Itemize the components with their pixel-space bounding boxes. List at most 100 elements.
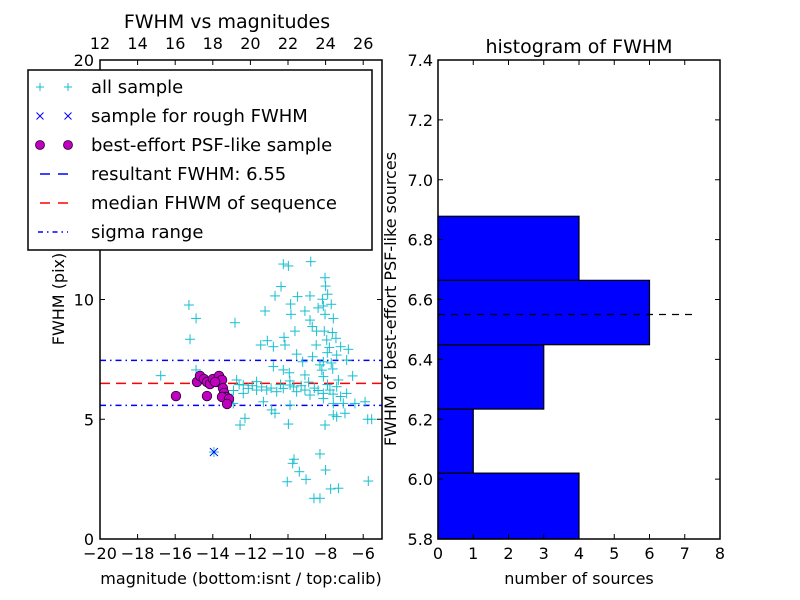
all-sample-point <box>238 388 249 399</box>
all-sample-point <box>331 381 342 392</box>
x-tick-label: 2 <box>503 544 513 563</box>
legend-item: sigma range <box>38 222 203 243</box>
histogram-x-axis-label: number of sources <box>504 569 654 588</box>
all-sample-point <box>279 332 290 343</box>
all-sample-point <box>338 398 349 409</box>
legend-frame <box>27 69 373 251</box>
all-sample-point <box>243 383 254 394</box>
all-sample-point <box>296 380 307 391</box>
x-tick-label: 4 <box>574 544 584 563</box>
all-sample-point <box>266 383 277 394</box>
all-sample-point <box>321 334 332 345</box>
all-sample-point <box>289 454 300 465</box>
legend-item: all sample <box>36 77 183 98</box>
histogram-data-layer <box>437 215 693 540</box>
legend-label: best-effort PSF-like sample <box>91 135 332 156</box>
all-sample-point <box>330 333 341 344</box>
y-tick-label: 20 <box>74 51 94 70</box>
all-sample-point <box>251 385 262 396</box>
psf-like-point <box>170 390 182 402</box>
all-sample-point <box>333 374 344 385</box>
all-sample-point <box>335 341 346 352</box>
y-tick-label: 6.2 <box>408 410 433 429</box>
histogram-bar <box>437 279 651 346</box>
top-tick-label: 26 <box>353 34 373 53</box>
histogram-plot: histogram of FWHM 0 1 2 3 4 5 6 7 8 5.8 6.0 6.2 6.4… <box>381 36 725 588</box>
all-sample-point <box>328 313 339 324</box>
all-sample-point <box>255 340 266 351</box>
y-tick-label: 0 <box>84 530 94 549</box>
histogram-y-ticks: 5.8 6.0 6.2 6.4 6.6 6.8 7.0 7.2 7.4 <box>408 51 720 549</box>
all-sample-point <box>228 385 239 396</box>
all-sample-point <box>322 347 333 358</box>
legend-circle-icon <box>35 140 45 150</box>
all-sample-point <box>292 291 303 302</box>
all-sample-point <box>291 349 302 360</box>
all-sample-point <box>268 361 279 372</box>
legend-label: sample for rough FWHM <box>91 106 308 127</box>
all-sample-point <box>299 369 310 380</box>
all-sample-point <box>301 474 312 485</box>
scatter-data-layer <box>100 256 382 504</box>
all-sample-point <box>349 398 360 409</box>
y-tick-label: 6.0 <box>408 470 433 489</box>
all-sample-point <box>313 385 324 396</box>
y-tick-label: 6.4 <box>408 350 433 369</box>
all-sample-point <box>285 400 296 411</box>
all-sample-point <box>343 344 354 355</box>
legend-circle-icon <box>63 140 73 150</box>
all-sample-point <box>316 365 327 376</box>
x-tick-label: −18 <box>121 544 155 563</box>
all-sample-point <box>191 313 202 324</box>
scatter-x-axis-label: magnitude (bottom:isnt / top:calib) <box>100 569 381 588</box>
psf-like-point <box>221 398 233 410</box>
all-sample-point <box>285 299 296 310</box>
scatter-x-ticks: −20 −18 −16 −14 −12 −10 −8 −6 <box>83 534 375 563</box>
all-sample-point <box>234 379 245 390</box>
legend-label: sigma range <box>91 222 203 243</box>
scatter-top-ticks: 12 14 16 18 20 22 24 26 <box>90 34 373 65</box>
all-sample-point <box>270 408 281 419</box>
histogram-bar <box>437 472 580 540</box>
legend-item: resultant FWHM: 6.55 <box>40 164 286 185</box>
all-sample-point <box>327 327 338 338</box>
legend-items: all sample sample for rough FWHM best-effo… <box>35 77 337 243</box>
all-sample-point <box>326 357 337 368</box>
all-sample-point <box>324 342 335 353</box>
histogram-y-axis-label: FWHM of best-effort PSF-like sources <box>381 152 400 446</box>
histogram-title: histogram of FWHM <box>485 36 672 58</box>
all-sample-point <box>314 493 325 504</box>
all-sample-point <box>318 300 329 311</box>
legend-label: median FHWM of sequence <box>91 193 337 214</box>
x-tick-label: −8 <box>314 544 338 563</box>
legend-x-icon <box>64 112 72 120</box>
all-sample-point <box>322 289 333 300</box>
all-sample-point <box>326 299 337 310</box>
all-sample-point <box>286 309 297 320</box>
all-sample-point <box>284 375 295 386</box>
y-tick-label: 6.6 <box>408 291 433 310</box>
all-sample-point <box>278 364 289 375</box>
all-sample-point <box>314 359 325 370</box>
all-sample-point <box>341 355 352 366</box>
all-sample-point <box>307 351 318 362</box>
histogram-bar <box>437 215 580 281</box>
rough-fwhm-point <box>209 447 219 457</box>
y-tick-label: 10 <box>74 291 94 310</box>
scatter-title: FWHM vs magnitudes <box>124 11 330 33</box>
all-sample-point <box>185 334 196 345</box>
x-tick-label: 0 <box>433 544 443 563</box>
all-sample-point <box>331 411 342 422</box>
all-sample-point <box>341 388 352 399</box>
x-tick-label: 1 <box>468 544 478 563</box>
all-sample-point <box>231 374 242 385</box>
all-sample-point <box>283 419 294 430</box>
all-sample-point <box>320 309 331 320</box>
all-sample-point <box>268 341 279 352</box>
all-sample-point <box>304 390 315 401</box>
all-sample-point <box>276 281 287 292</box>
top-tick-label: 24 <box>315 34 335 53</box>
x-b <box>209 447 219 457</box>
all-sample-point <box>339 408 350 419</box>
